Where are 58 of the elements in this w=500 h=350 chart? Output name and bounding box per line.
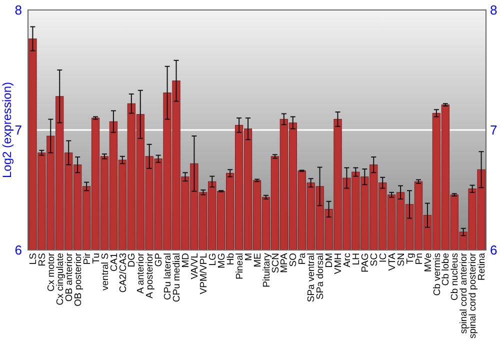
x-tick-label: M <box>243 252 254 261</box>
x-tick-label: Pir <box>82 253 93 265</box>
x-tick-label: OB posterior <box>72 253 84 306</box>
x-tick-label: VTA <box>386 252 398 271</box>
x-tick-label: GP <box>154 253 165 267</box>
x-tick-label: A anterior <box>136 253 147 294</box>
x-tick-label: MG <box>216 253 228 268</box>
x-tick-label: Pa <box>297 252 308 265</box>
x-tick-label: Tu <box>90 253 102 264</box>
x-tick-label: Retina <box>476 252 488 280</box>
x-tick-label: SN <box>396 252 407 266</box>
x-tick-label: SPa ventral <box>306 253 318 302</box>
x-tick-label: MPA <box>279 252 290 273</box>
x-tick-label: CPu medial <box>172 253 183 302</box>
x-tick-label: IC <box>378 252 389 262</box>
x-tick-label: Pineal <box>234 253 246 280</box>
x-tick-label: MD <box>180 252 192 268</box>
x-tick-label: DM <box>324 252 336 268</box>
x-tick-label: CA2/CA3 <box>118 253 129 293</box>
x-tick-label: SCN <box>270 252 282 274</box>
x-tick-label: Pituitary <box>261 252 272 288</box>
x-tick-label: Hb <box>225 253 236 266</box>
x-tick-label: spinal cord anterior <box>458 253 470 334</box>
x-tick-label: Tg <box>404 253 416 264</box>
x-tick-label: CPu lateral <box>162 253 174 300</box>
x-tick-label: CA1 <box>108 253 120 272</box>
x-tick-label: PAG <box>360 253 371 272</box>
x-tick-label: A posterior <box>144 253 156 298</box>
y2-tick-label: 8 <box>490 2 498 18</box>
x-tick-label: Cb nucleus <box>450 252 461 301</box>
y-tick-label: 6 <box>14 242 22 258</box>
x-tick-label: VPM/VPL <box>198 253 210 294</box>
x-tick-label: VMH <box>333 252 344 274</box>
y2-tick-label: 6 <box>490 242 498 258</box>
x-tick-label: Cx motor <box>46 253 57 292</box>
x-tick-label: RS <box>37 253 48 266</box>
x-tick-label: LH <box>351 252 362 266</box>
x-tick-label: SC <box>368 252 380 266</box>
x-tick-label: Cb vermis <box>432 252 443 296</box>
x-tick-label: Cx cingulate <box>54 253 66 306</box>
x-tick-label: VA/VL <box>190 253 201 280</box>
x-tick-label: ME <box>252 253 264 268</box>
y-tick-label: 8 <box>14 2 22 18</box>
x-tick-label: Cb lobe <box>440 253 452 286</box>
x-tick-label: spinal cord posterior <box>468 253 479 339</box>
x-tick-label: LS <box>28 253 40 265</box>
y-tick-label: 7 <box>14 122 22 138</box>
y2-tick-label: 7 <box>490 122 498 138</box>
x-tick-label: OB anterior <box>64 253 75 302</box>
x-tick-label: SO <box>288 253 300 267</box>
x-tick-label: Pn <box>414 253 425 265</box>
x-tick-label: ventral S <box>100 253 111 290</box>
y-axis-title: Log2 (expression) <box>0 82 14 178</box>
x-tick-label: DG <box>126 253 138 268</box>
x-tick-label: Arc <box>342 252 354 268</box>
x-tick-label: SPa dorsal <box>315 253 326 300</box>
x-tick-label: MVe <box>422 253 434 272</box>
x-tick-label: LG <box>207 253 218 266</box>
